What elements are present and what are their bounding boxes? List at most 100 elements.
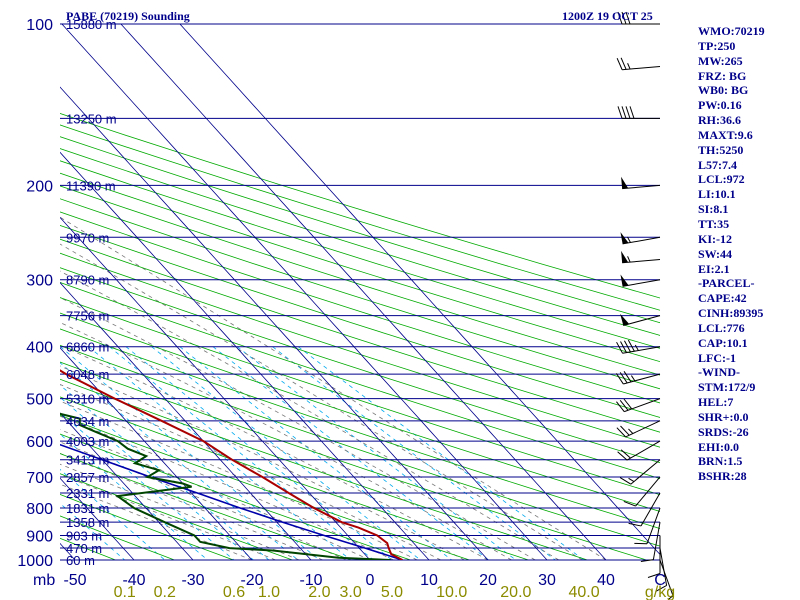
wind-barb xyxy=(620,313,661,326)
wind-barb-staff xyxy=(630,459,661,485)
wind-barb-staff xyxy=(624,398,661,413)
wind-barbs xyxy=(615,11,674,600)
temperature-tick-label: -30 xyxy=(181,572,204,589)
wind-barb xyxy=(621,250,661,264)
temperature-tick-label: 20 xyxy=(479,572,497,589)
wind-barb-full xyxy=(620,341,627,353)
wind-barb-full xyxy=(615,373,624,385)
index-item: LCL:972 xyxy=(698,172,745,187)
pressure-label: 1000 xyxy=(17,553,53,570)
wind-barb-full xyxy=(623,340,631,353)
index-item: WB0: BG xyxy=(698,83,749,98)
index-item: -PARCEL- xyxy=(698,276,755,291)
index-item: TT:35 xyxy=(698,216,730,231)
wind-barb-flag xyxy=(621,176,629,189)
height-label: 1831 m xyxy=(66,501,109,516)
index-item: KI:-12 xyxy=(698,231,732,246)
index-item: TH:5250 xyxy=(698,142,744,157)
wind-barb-staff xyxy=(622,279,661,287)
wind-barb-staff xyxy=(622,184,661,190)
temperature-tick-label: 40 xyxy=(597,572,615,589)
wind-barb xyxy=(620,232,661,245)
wind-barb xyxy=(616,57,661,71)
index-item: RH:36.6 xyxy=(698,113,741,128)
wind-barb-full xyxy=(628,522,642,527)
index-item: LCL:776 xyxy=(698,320,745,335)
index-item: STM:172/9 xyxy=(698,380,756,395)
wind-barb xyxy=(634,507,661,545)
wind-barb-half xyxy=(634,344,639,351)
index-item: PW:0.16 xyxy=(698,98,742,113)
pressure-label: 600 xyxy=(26,434,53,451)
height-label: 3413 m xyxy=(66,453,109,468)
moist-adiabat-line xyxy=(60,321,512,560)
wind-barb-staff xyxy=(652,522,661,560)
index-item: BSHR:28 xyxy=(698,469,747,484)
wind-barb-half xyxy=(667,595,674,600)
index-item: -WIND- xyxy=(698,365,740,380)
wind-barb-staff xyxy=(659,559,674,596)
wind-barb-flag xyxy=(620,232,629,244)
isotherm-line xyxy=(0,24,16,560)
height-label: 60 m xyxy=(66,553,95,568)
parcel-path-line xyxy=(60,443,403,560)
mixing-ratio-label: 0.6 xyxy=(223,584,245,600)
wind-barb-staff xyxy=(646,507,661,544)
height-label: 4003 m xyxy=(66,434,109,449)
moist-adiabat-line xyxy=(60,473,276,560)
wind-barb-staff xyxy=(622,258,661,264)
stability-indices-list: WMO:70219 TP:250 MW:265 FRZ: BG WB0: BG PW:0.… xyxy=(698,24,765,484)
mixing-ratio-label: 2.0 xyxy=(308,584,330,600)
wind-barb-half xyxy=(630,375,636,382)
wind-barb-half xyxy=(628,477,635,483)
wind-barb-full xyxy=(619,477,632,485)
pressure-label: 200 xyxy=(26,178,53,195)
index-item: CAP:10.1 xyxy=(698,335,748,350)
chart-title: PABE (70219) Sounding xyxy=(66,9,190,23)
temperature-tick-label: -10 xyxy=(299,572,322,589)
chart-timestamp: 1200Z 19 OCT 25 xyxy=(562,9,653,23)
height-label: 5310 m xyxy=(66,392,109,407)
wind-barb-half xyxy=(628,428,634,434)
temperature-tick-label: 0 xyxy=(366,572,375,589)
wind-barb xyxy=(617,11,660,25)
index-item: LI:10.1 xyxy=(698,187,736,202)
wind-barb xyxy=(623,476,661,507)
index-item: CINH:89395 xyxy=(698,306,764,321)
temperature-tick-label: -50 xyxy=(63,572,86,589)
index-item: SI:8.1 xyxy=(698,202,729,217)
wind-barb-half xyxy=(627,236,631,243)
wind-barb xyxy=(621,176,661,190)
index-item: SHR+:0.0 xyxy=(698,409,749,424)
wind-barb xyxy=(655,547,668,592)
pressure-label: 700 xyxy=(26,470,53,487)
index-item: L57:7.4 xyxy=(698,157,737,172)
wind-barb xyxy=(616,398,661,413)
height-label: 7756 m xyxy=(66,309,109,324)
index-item: FRZ: BG xyxy=(698,68,747,83)
wind-barb-flag xyxy=(620,274,629,287)
temperature-unit-label: C xyxy=(654,572,666,589)
pressure-label: 900 xyxy=(26,528,53,545)
wind-barb xyxy=(617,106,660,119)
index-item: LFC:-1 xyxy=(698,350,736,365)
height-label: 903 m xyxy=(66,528,102,543)
moist-adiabat-line xyxy=(60,297,536,560)
sounding-profiles xyxy=(60,369,403,560)
height-label: 6860 m xyxy=(66,340,109,355)
wind-barb-full xyxy=(617,451,628,461)
mixing-ratio-label: 5.0 xyxy=(381,584,403,600)
wind-barb-half xyxy=(627,256,631,263)
wind-barb-full xyxy=(623,398,633,410)
mixing-ratio-unit-label: g/kg xyxy=(645,584,675,600)
wind-barb xyxy=(615,371,661,385)
index-item: CAPE:42 xyxy=(698,291,747,306)
index-item: MAXT:9.6 xyxy=(698,127,753,142)
wind-barb xyxy=(659,559,674,600)
height-label: 15880 m xyxy=(66,17,117,32)
wind-barb-staff xyxy=(635,476,661,507)
dewpoint-profile-line xyxy=(60,412,391,560)
pressure-label: 500 xyxy=(26,392,53,409)
mixing-ratio-label: 1.0 xyxy=(258,584,280,600)
